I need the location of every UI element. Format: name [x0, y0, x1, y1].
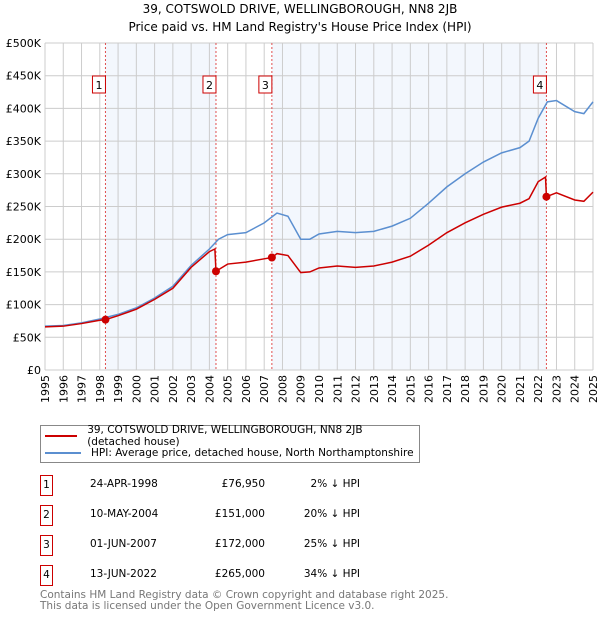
- chart-title: 39, COTSWOLD DRIVE, WELLINGBOROUGH, NN8 …: [142, 2, 458, 16]
- x-tick-label: 1998: [94, 375, 107, 403]
- sale-price: £172,000: [214, 538, 265, 550]
- x-tick-label: 2024: [569, 375, 582, 403]
- sale-badge-number: 2: [206, 79, 213, 92]
- chart-subtitle: Price paid vs. HM Land Registry's House …: [128, 20, 472, 34]
- y-tick-label: £100K: [6, 299, 42, 312]
- x-tick-label: 1997: [76, 375, 89, 403]
- sale-number: 3: [40, 535, 53, 556]
- x-tick-label: 2019: [477, 375, 490, 403]
- sale-date: 01-JUN-2007: [90, 538, 157, 550]
- x-tick-label: 2000: [130, 375, 143, 403]
- sale-number: 2: [40, 505, 53, 526]
- y-tick-label: £400K: [6, 102, 42, 115]
- x-tick-label: 2006: [240, 375, 253, 403]
- x-tick-label: 1999: [112, 375, 125, 403]
- sale-badge-number: 1: [95, 79, 102, 92]
- legend-property-label: 39, COTSWOLD DRIVE, WELLINGBOROUGH, NN8 …: [87, 424, 363, 448]
- sale-badge: [532, 75, 547, 94]
- footer-copyright: Contains HM Land Registry data © Crown c…: [40, 589, 449, 601]
- sale-price: £76,950: [221, 478, 265, 490]
- x-tick-label: 1995: [39, 375, 52, 403]
- sale-number: 1: [40, 475, 53, 496]
- x-tick-label: 2003: [185, 375, 198, 403]
- y-tick-label: £50K: [13, 331, 42, 344]
- footer-licence: This data is licensed under the Open Gov…: [40, 600, 375, 612]
- x-tick-label: 2001: [149, 375, 162, 403]
- sale-badge: [91, 75, 106, 94]
- x-tick-label: 2002: [167, 375, 180, 403]
- x-tick-label: 2009: [295, 375, 308, 403]
- y-tick-label: £300K: [6, 168, 42, 181]
- sale-point: [211, 267, 220, 276]
- series-line: [44, 99, 594, 327]
- y-tick-label: £150K: [6, 266, 42, 279]
- sale-date: 10-MAY-2004: [90, 508, 159, 520]
- sale-badge: [202, 75, 217, 94]
- x-tick-label: 2022: [532, 375, 545, 403]
- sale-delta: 2% ↓ HPI: [310, 478, 360, 490]
- x-tick-label: 2015: [404, 375, 417, 403]
- x-tick-label: 2023: [550, 375, 563, 403]
- sale-price: £265,000: [214, 568, 265, 580]
- x-tick-label: 2012: [350, 375, 363, 403]
- y-tick-label: £450K: [6, 70, 42, 83]
- y-tick-label: £0: [27, 364, 41, 377]
- sale-date: 13-JUN-2022: [90, 568, 157, 580]
- x-tick-label: 2008: [276, 375, 289, 403]
- x-tick-label: 2021: [514, 375, 527, 403]
- x-tick-label: 2025: [587, 375, 600, 403]
- x-tick-label: 2005: [222, 375, 235, 403]
- x-tick-label: 2013: [368, 375, 381, 403]
- x-tick-label: 2004: [203, 375, 216, 403]
- sale-price: £151,000: [214, 508, 265, 520]
- sale-delta: 20% ↓ HPI: [303, 508, 360, 520]
- legend-hpi-label: HPI: Average price, detached house, Nort…: [91, 447, 414, 459]
- series-line: [44, 175, 594, 328]
- x-tick-label: 2018: [459, 375, 472, 403]
- x-tick-label: 2017: [441, 375, 454, 403]
- legend-property-line: [45, 435, 78, 437]
- sale-point: [542, 192, 551, 201]
- sale-point: [267, 253, 276, 262]
- y-tick-label: £500K: [6, 37, 42, 50]
- sale-delta: 34% ↓ HPI: [303, 568, 360, 580]
- legend-hpi-line: [45, 452, 81, 454]
- sale-number: 4: [40, 565, 53, 586]
- x-tick-label: 2014: [386, 375, 399, 403]
- sale-badge-number: 3: [262, 79, 269, 92]
- x-tick-label: 2016: [423, 375, 436, 403]
- sale-badge: [258, 75, 273, 94]
- sale-delta: 25% ↓ HPI: [303, 538, 360, 550]
- y-tick-label: £350K: [6, 135, 42, 148]
- y-tick-label: £200K: [6, 233, 42, 246]
- y-tick-label: £250K: [6, 201, 42, 214]
- sale-point: [101, 315, 110, 324]
- x-tick-label: 2020: [496, 375, 509, 403]
- sale-date: 24-APR-1998: [90, 478, 158, 490]
- legend: 39, COTSWOLD DRIVE, WELLINGBOROUGH, NN8 …: [40, 424, 420, 463]
- x-tick-label: 2010: [313, 375, 326, 403]
- sale-badge-number: 4: [536, 79, 543, 92]
- price-chart: 1995 1996 1997 1998 1999 2000 2001 2002 2003 2004…: [6, 37, 600, 403]
- x-tick-label: 1996: [57, 375, 70, 403]
- x-tick-label: 2011: [331, 375, 344, 403]
- x-tick-label: 2007: [258, 375, 271, 403]
